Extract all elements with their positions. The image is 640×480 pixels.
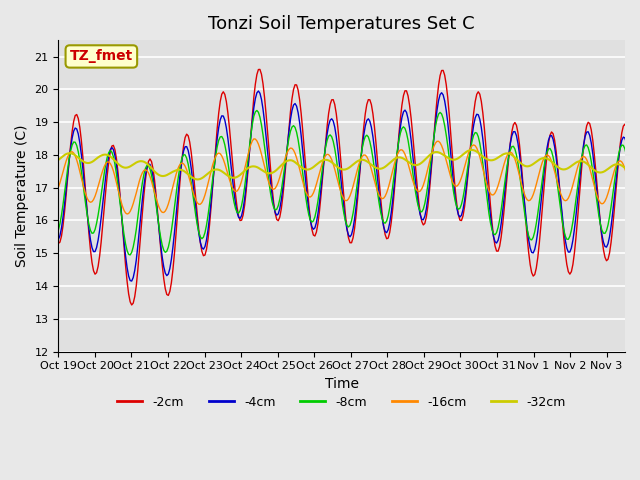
Text: TZ_fmet: TZ_fmet [70,49,133,63]
Y-axis label: Soil Temperature (C): Soil Temperature (C) [15,125,29,267]
Title: Tonzi Soil Temperatures Set C: Tonzi Soil Temperatures Set C [209,15,475,33]
Legend: -2cm, -4cm, -8cm, -16cm, -32cm: -2cm, -4cm, -8cm, -16cm, -32cm [113,391,571,414]
X-axis label: Time: Time [324,377,358,391]
